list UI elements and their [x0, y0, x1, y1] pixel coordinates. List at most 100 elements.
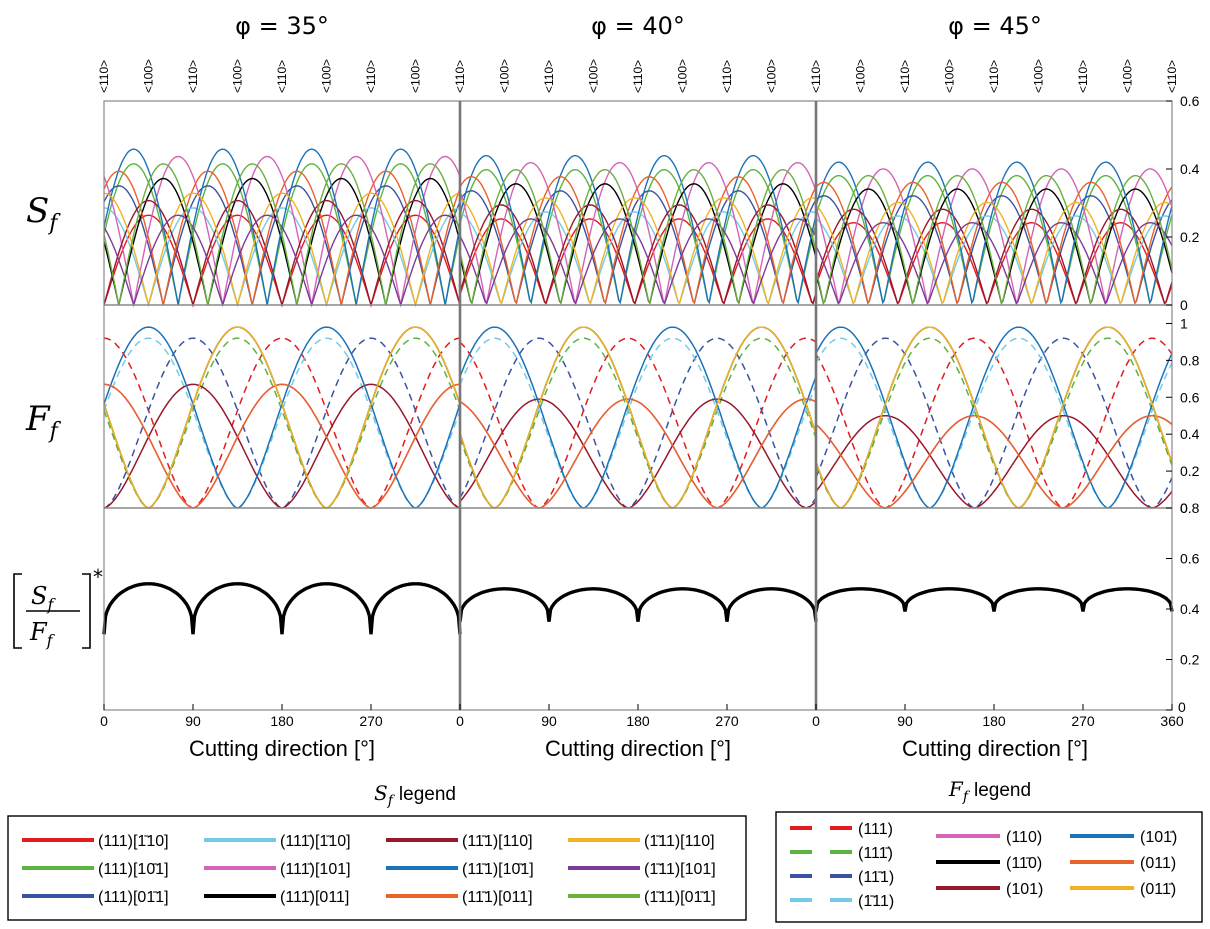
- direction-label: <110>: [1165, 60, 1179, 93]
- x-tick-label: 90: [185, 713, 201, 729]
- sf-legend: Sf legend (111)[1̄10] (111)[10̄1] (111)[01̄…: [7, 781, 747, 921]
- direction-label: <100>: [142, 59, 156, 93]
- series-line: [103, 192, 461, 306]
- direction-label: <110>: [987, 60, 1001, 93]
- series-line: [459, 218, 817, 305]
- series-line: [103, 326, 461, 509]
- series-line: [459, 337, 817, 509]
- row-label-ff: Ff: [25, 399, 62, 444]
- y-axis-ticks: 00.20.40.600.20.40.60.810.20.40.60.80: [1166, 93, 1200, 715]
- y-tick-label: 1: [1180, 315, 1188, 331]
- direction-label: <100>: [1121, 59, 1135, 93]
- series-line: [815, 414, 1173, 509]
- series-line: [815, 337, 1173, 509]
- legend-label: (111)[1̄10]: [98, 833, 169, 850]
- x-tick-label: 0: [456, 713, 464, 729]
- direction-label: <110>: [720, 60, 734, 93]
- y-tick-label: 0.4: [1180, 426, 1200, 442]
- legend-label: (11̄1)[110]: [462, 833, 533, 850]
- legend-label: (110): [1006, 829, 1042, 846]
- legend-label: (111)[01̄1]: [98, 889, 169, 906]
- svg-text:Ff: Ff: [25, 399, 62, 444]
- legend-label: (111̄)[011]: [280, 889, 349, 906]
- direction-label: <110>: [898, 60, 912, 93]
- panel-1: [102, 148, 462, 635]
- x-tick-label: 360: [1160, 713, 1184, 729]
- series-line: [459, 168, 817, 305]
- direction-label: <110>: [364, 60, 378, 93]
- y-tick-label: 0: [1180, 500, 1188, 516]
- legend-label: (111̄): [858, 845, 893, 862]
- x-tick-label: 180: [982, 713, 1006, 729]
- series-line: [103, 337, 461, 509]
- series-line: [459, 398, 817, 509]
- y-tick-label: 0.2: [1180, 229, 1200, 245]
- series-line: [103, 326, 461, 509]
- legend-label: (1̄11)[110]: [644, 833, 715, 850]
- x-tick-label: 270: [1071, 713, 1095, 729]
- series-line: [815, 326, 1173, 509]
- direction-label: <100>: [854, 59, 868, 93]
- series-line: [815, 174, 1173, 305]
- series-line: [102, 582, 462, 635]
- direction-label: <110>: [542, 60, 556, 93]
- legend-label: (11̄1)[011]: [462, 889, 533, 906]
- series-line: [815, 414, 1173, 509]
- series-line: [815, 337, 1173, 509]
- direction-label: <110>: [1076, 60, 1090, 93]
- direction-label: <100>: [587, 59, 601, 93]
- direction-label: <100>: [409, 59, 423, 93]
- legend-label: (111̄)[1̄10]: [280, 833, 351, 850]
- panel-3: [814, 161, 1174, 612]
- x-tick-label: 270: [359, 713, 383, 729]
- y-tick-label: 0.2: [1180, 463, 1200, 479]
- direction-label: <110>: [97, 60, 111, 93]
- direction-label: <100>: [765, 59, 779, 93]
- series-line: [459, 398, 817, 509]
- panel-2: [458, 155, 818, 622]
- series-line: [459, 326, 817, 509]
- series-line: [459, 176, 817, 305]
- x-tick-label: 180: [626, 713, 650, 729]
- series-line: [814, 587, 1174, 612]
- x-tick-label: 90: [541, 713, 557, 729]
- series-line: [103, 337, 461, 509]
- y-tick-label: 0.4: [1180, 601, 1200, 617]
- x-tick-label: 270: [715, 713, 739, 729]
- direction-label: <100>: [320, 59, 334, 93]
- series-line: [459, 197, 817, 305]
- svg-text:Sf: Sf: [31, 582, 56, 614]
- row-label-sf: Sf: [26, 191, 61, 236]
- series-line: [459, 155, 817, 305]
- series-line: [103, 207, 461, 308]
- direction-label: <100>: [231, 59, 245, 93]
- svg-text:Ff: Ff: [29, 618, 56, 650]
- panel-title-phi-40: φ = 40°: [591, 12, 685, 40]
- direction-label: <100>: [943, 59, 957, 93]
- y-tick-label: 0: [1180, 297, 1188, 313]
- y-tick-label: 0.6: [1180, 389, 1200, 405]
- x-tick-label: 90: [897, 713, 913, 729]
- series-line: [459, 337, 817, 509]
- x-axis-label-2: Cutting direction [°]: [545, 736, 731, 761]
- direction-label: <110>: [631, 60, 645, 93]
- series-line: [458, 587, 818, 622]
- series-line: [103, 326, 461, 509]
- legend-label: (1̄11)[101]: [644, 861, 716, 878]
- y-tick-label: 0.6: [1180, 551, 1200, 567]
- legend-label: (11̄0): [1006, 855, 1042, 872]
- svg-text:Sf: Sf: [26, 191, 61, 236]
- x-axis-label-1: Cutting direction [°]: [189, 736, 375, 761]
- legend-label: (101̄): [1140, 829, 1177, 846]
- plot-area: [102, 148, 1174, 635]
- legend-label: (11̄1)[10̄1]: [462, 861, 534, 878]
- series-line: [815, 326, 1173, 509]
- y-tick-label: 0.2: [1180, 652, 1200, 668]
- legend-label: (111): [858, 821, 893, 838]
- panel-title-phi-45: φ = 45°: [948, 12, 1042, 40]
- series-line: [459, 337, 817, 509]
- series-line: [459, 161, 817, 305]
- x-tick-label: 0: [100, 713, 108, 729]
